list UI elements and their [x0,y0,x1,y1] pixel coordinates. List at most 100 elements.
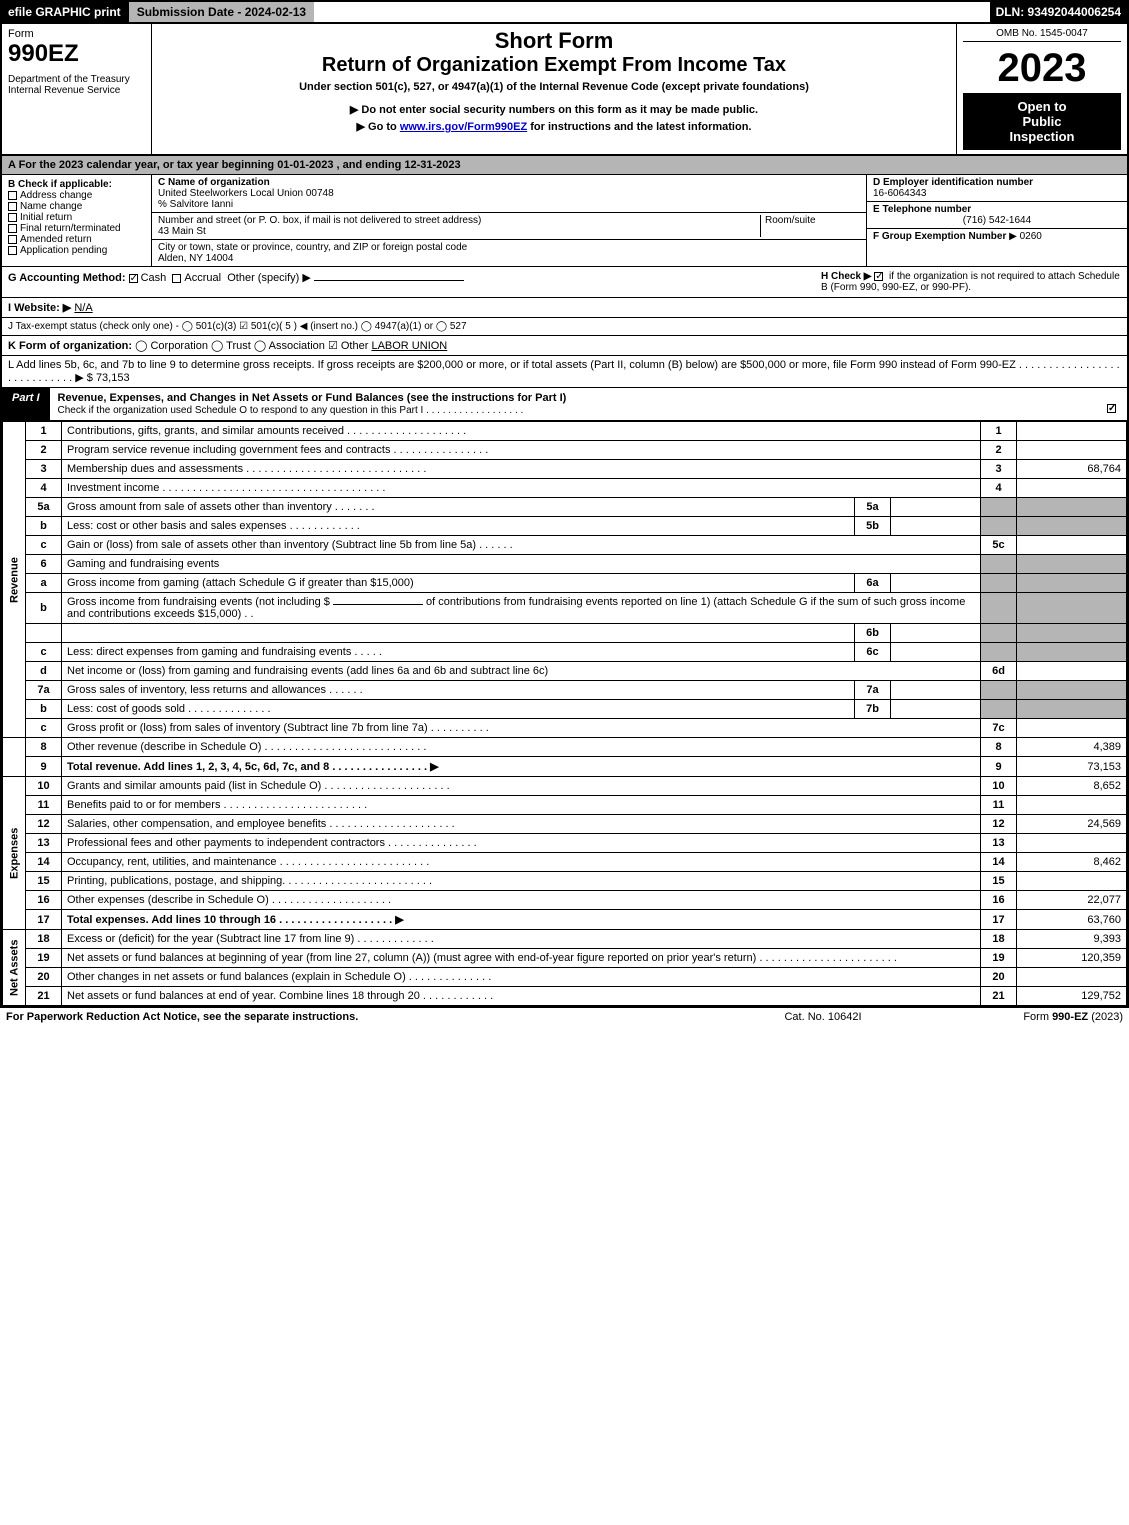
part-i-label: Part I [2,388,50,420]
line-14-amount: 8,462 [1017,853,1127,872]
part-i-check-text: Check if the organization used Schedule … [58,405,524,416]
expenses-sidelabel: Expenses [3,777,26,930]
header-bullet-2: ▶ Go to www.irs.gov/Form990EZ for instru… [158,120,950,133]
street-value: 43 Main St [158,226,760,237]
open-line-1: Open to [969,99,1115,114]
cb-address-change[interactable]: Address change [8,190,145,201]
g-label: G Accounting Method: [8,272,126,284]
header-title-box: Short Form Return of Organization Exempt… [152,24,957,154]
k-opts: ◯ Corporation ◯ Trust ◯ Association ☑ Ot… [135,340,368,352]
part-i-title: Revenue, Expenses, and Changes in Net As… [50,388,1127,420]
top-bar: efile GRAPHIC print Submission Date - 20… [2,2,1127,24]
row-h: H Check ▶ if the organization is not req… [821,271,1121,293]
netassets-sidelabel: Net Assets [3,930,26,1006]
cb-cash[interactable] [129,274,138,283]
phone-value: (716) 542-1644 [873,215,1121,226]
box-e: E Telephone number (716) 542-1644 [867,202,1127,229]
box-f: F Group Exemption Number ▶ 0260 [867,229,1127,244]
open-to-public: Open to Public Inspection [963,93,1121,150]
form-container: efile GRAPHIC print Submission Date - 20… [0,0,1129,1008]
l-text: L Add lines 5b, 6c, and 7b to line 9 to … [8,359,1120,384]
footer: For Paperwork Reduction Act Notice, see … [0,1008,1129,1026]
header-right-box: OMB No. 1545-0047 2023 Open to Public In… [957,24,1127,154]
open-line-2: Public [969,114,1115,129]
row-g-h: G Accounting Method: Cash Accrual Other … [2,267,1127,298]
line-6b-desc: Gross income from fundraising events (no… [62,593,981,624]
row-l: L Add lines 5b, 6c, and 7b to line 9 to … [2,356,1127,388]
line-16-amount: 22,077 [1017,891,1127,910]
cb-initial-return[interactable]: Initial return [8,212,145,223]
cb-accrual[interactable] [172,274,181,283]
box-de: D Employer identification number 16-6064… [867,175,1127,266]
header-bullet-1: ▶ Do not enter social security numbers o… [158,103,950,116]
dln-label: DLN: 93492044006254 [990,2,1127,22]
tax-year: 2023 [963,46,1121,91]
topbar-spacer [314,2,989,22]
dept-treasury: Department of the Treasury [8,74,145,85]
line-9-amount: 73,153 [1017,757,1127,777]
box-b: B Check if applicable: Address change Na… [2,175,152,266]
header-subtitle: Under section 501(c), 527, or 4947(a)(1)… [158,81,950,93]
part-i-header: Part I Revenue, Expenses, and Changes in… [2,388,1127,421]
line-21-amount: 129,752 [1017,987,1127,1006]
footer-right: Form 990-EZ (2023) [923,1011,1123,1023]
other-specify-input[interactable] [314,280,464,281]
box-c: C Name of organization United Steelworke… [152,175,867,266]
l-value: 73,153 [96,372,130,384]
care-of: % Salvitore Ianni [158,199,860,210]
city-label: City or town, state or province, country… [158,242,860,253]
form-number: 990EZ [8,40,145,68]
submission-date: Submission Date - 2024-02-13 [127,2,314,22]
bullet2-post: for instructions and the latest informat… [527,121,751,133]
box-b-label: B Check if applicable: [8,179,145,190]
header-form-box: Form 990EZ Department of the Treasury In… [2,24,152,154]
line-19-amount: 120,359 [1017,949,1127,968]
revenue-sidelabel: Revenue [3,422,26,738]
footer-left: For Paperwork Reduction Act Notice, see … [6,1011,723,1023]
box-c-name-label: C Name of organization [158,177,860,188]
open-line-3: Inspection [969,129,1115,144]
cb-amended-return[interactable]: Amended return [8,234,145,245]
h-label: H Check ▶ [821,271,871,282]
footer-cat-no: Cat. No. 10642I [723,1011,923,1023]
cb-final-return[interactable]: Final return/terminated [8,223,145,234]
street-label: Number and street (or P. O. box, if mail… [158,215,760,226]
cb-application-pending[interactable]: Application pending [8,245,145,256]
line-18-amount: 9,393 [1017,930,1127,949]
city-value: Alden, NY 14004 [158,253,860,264]
bullet2-pre: ▶ Go to [357,121,400,133]
row-i: I Website: ▶ N/A [2,298,1127,318]
room-suite-label: Room/suite [760,215,860,237]
form-word: Form [8,28,145,40]
short-form-label: Short Form [158,28,950,54]
box-e-label: E Telephone number [873,204,1121,215]
lines-table: Revenue 1Contributions, gifts, grants, a… [2,421,1127,1006]
line-10-amount: 8,652 [1017,777,1127,796]
group-exemption-value: ▶ 0260 [1009,231,1042,242]
dept-irs: Internal Revenue Service [8,85,145,96]
omb-number: OMB No. 1545-0047 [963,28,1121,42]
website-value: N/A [74,302,92,314]
line-3-amount: 68,764 [1017,460,1127,479]
row-j: J Tax-exempt status (check only one) - ◯… [2,318,1127,336]
cb-schedule-o[interactable] [1107,404,1116,413]
box-c-name-row: C Name of organization United Steelworke… [152,175,866,213]
irs-link[interactable]: www.irs.gov/Form990EZ [400,121,527,133]
header-row: Form 990EZ Department of the Treasury In… [2,24,1127,156]
line-17-amount: 63,760 [1017,910,1127,930]
line-12-amount: 24,569 [1017,815,1127,834]
line-8-amount: 4,389 [1017,738,1127,757]
cb-h[interactable] [874,272,883,281]
ein-value: 16-6064343 [873,188,1121,199]
box-d: D Employer identification number 16-6064… [867,175,1127,202]
return-title: Return of Organization Exempt From Incom… [158,54,950,77]
box-c-street-row: Number and street (or P. O. box, if mail… [152,213,866,240]
cb-name-change[interactable]: Name change [8,201,145,212]
row-k: K Form of organization: ◯ Corporation ◯ … [2,336,1127,356]
efile-print-label[interactable]: efile GRAPHIC print [2,2,127,22]
k-other-value: LABOR UNION [371,340,447,352]
line-6b-blank[interactable] [333,604,423,605]
box-f-label: F Group Exemption Number [873,231,1006,242]
org-name: United Steelworkers Local Union 00748 [158,188,860,199]
k-label: K Form of organization: [8,340,132,352]
